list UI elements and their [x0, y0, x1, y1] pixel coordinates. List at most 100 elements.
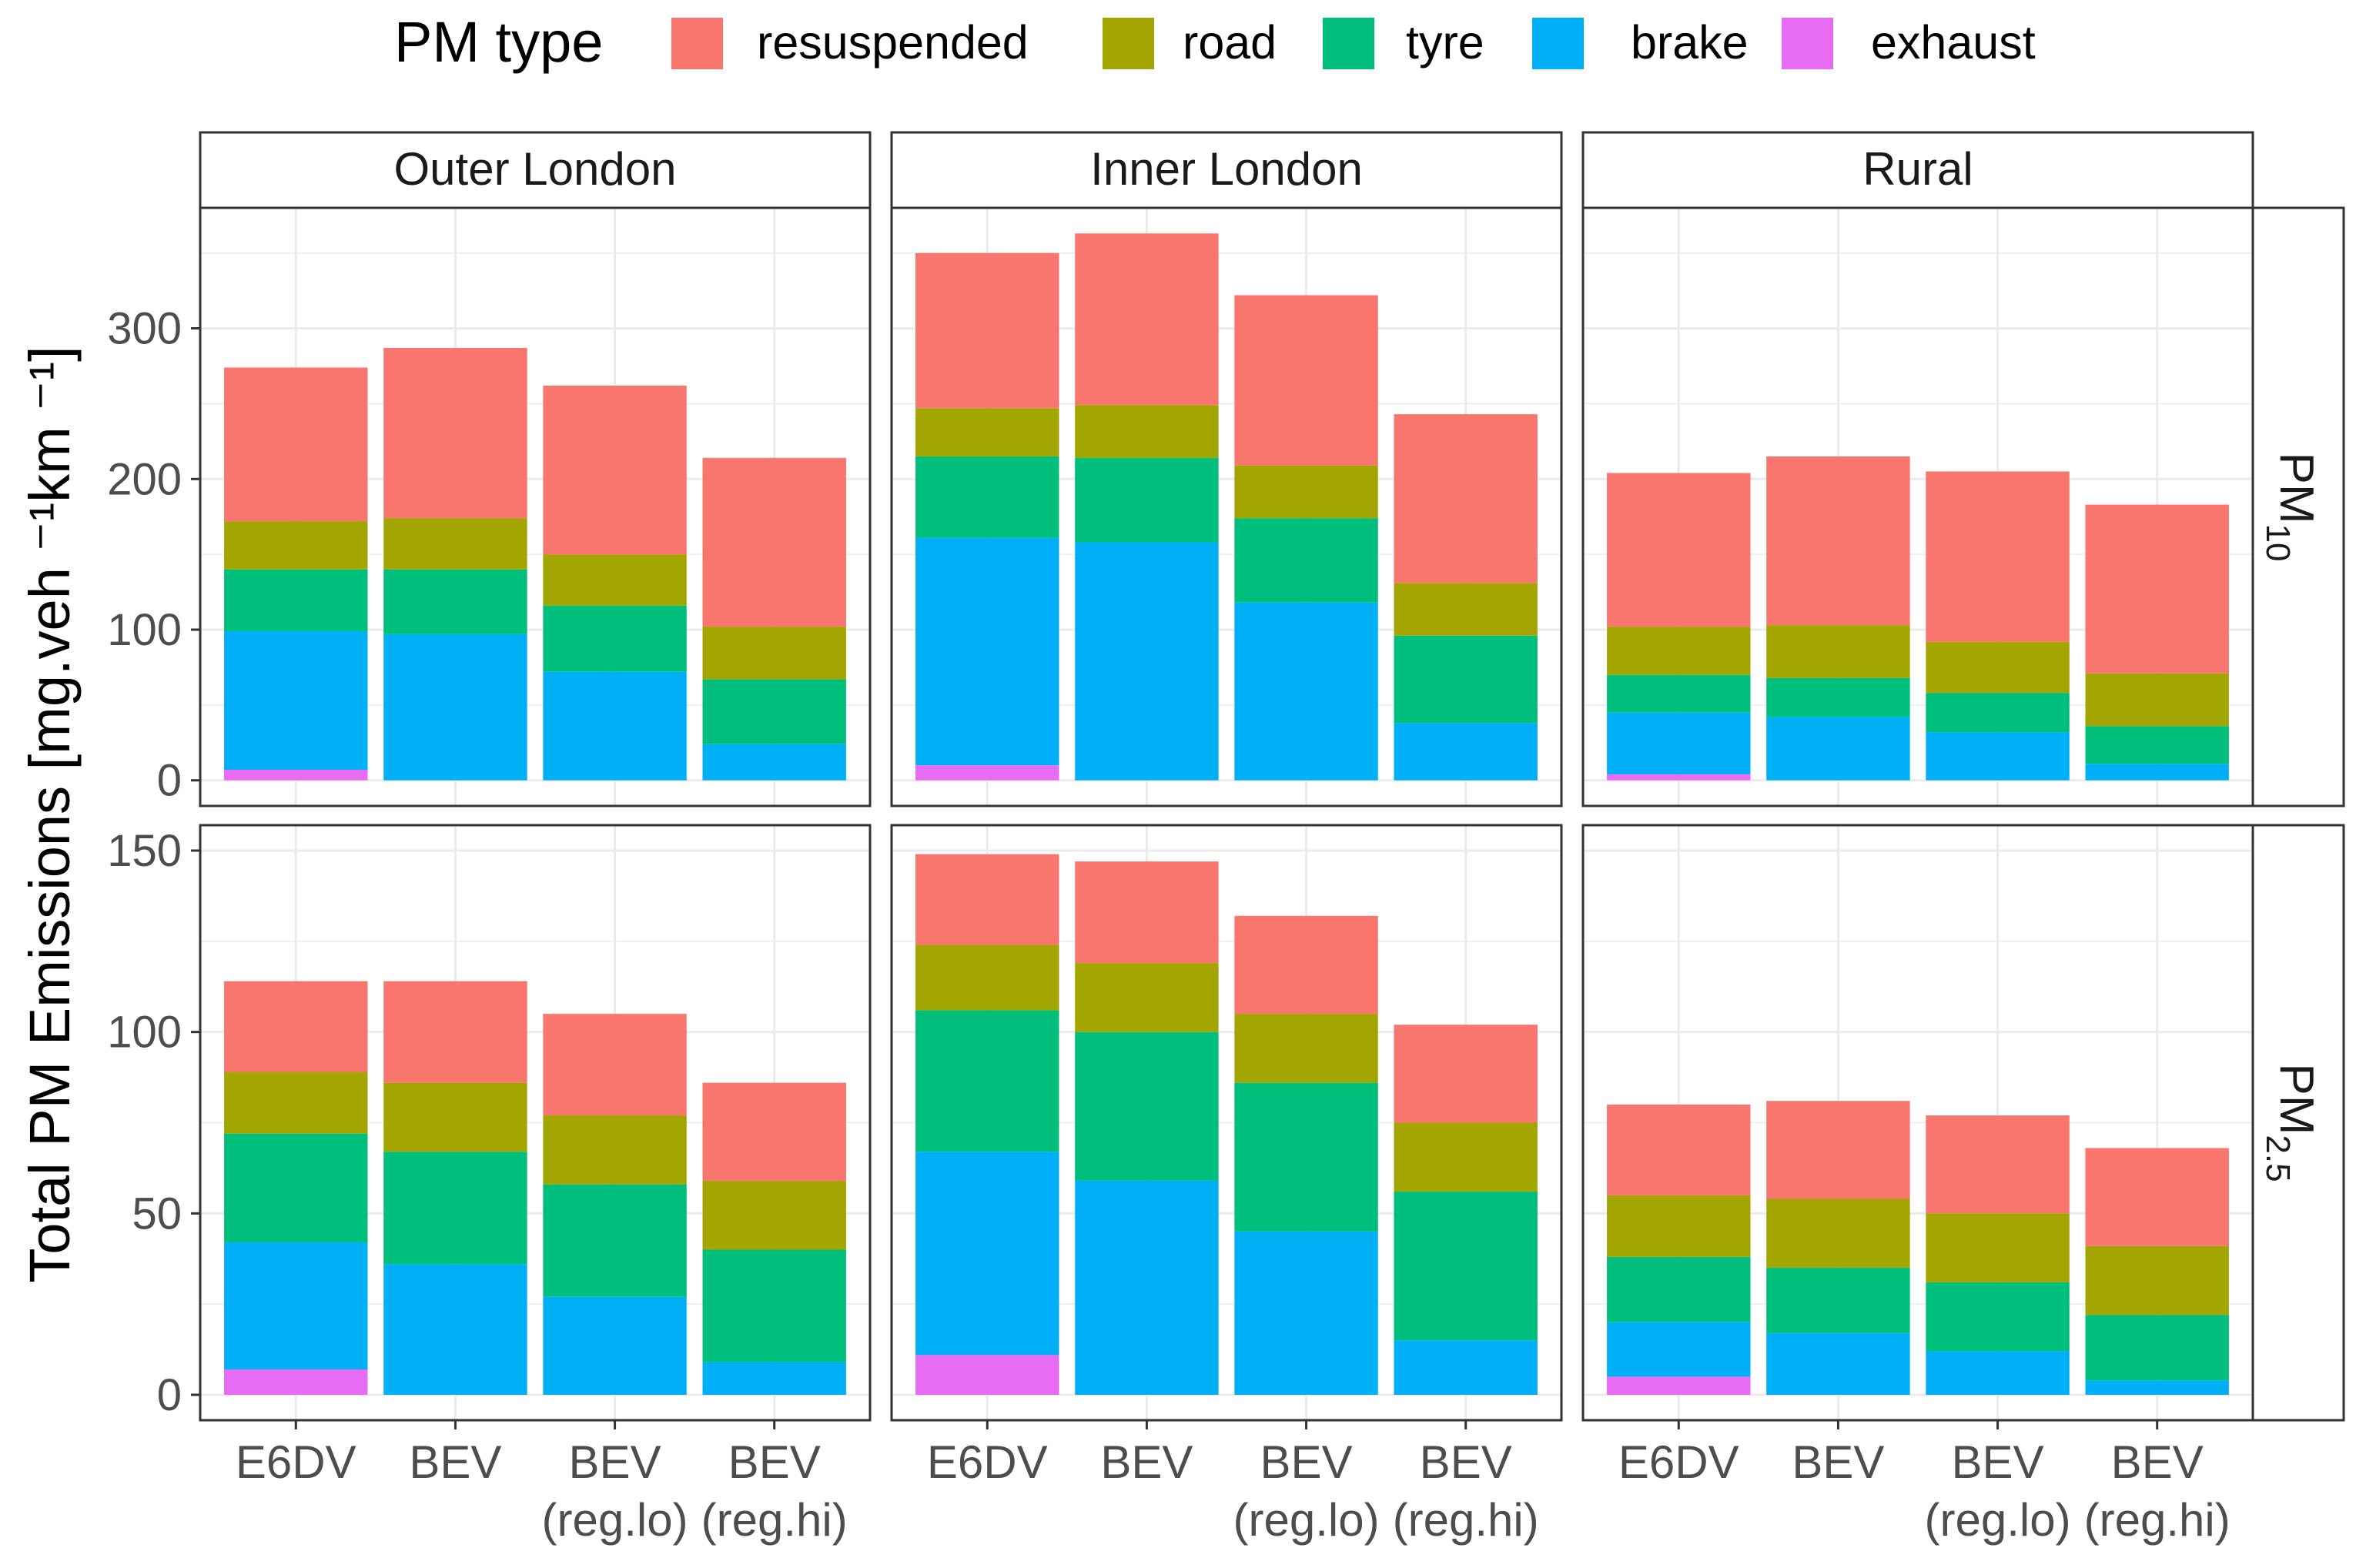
- panel-rural-row-1: E6DV BEV BEV (reg.lo) BEV (reg.hi): [1581, 824, 2254, 1546]
- panel-border: [890, 206, 1563, 807]
- x-tick-label: BEV: [1792, 1436, 1884, 1488]
- bar-stack: [1607, 1104, 1751, 1396]
- x-tick-label: BEV: [1420, 1436, 1512, 1488]
- bar-segment-tyre: [915, 456, 1059, 538]
- bar-segment-brake: [1766, 717, 1910, 781]
- bar-segment-exhaust: [1607, 1376, 1751, 1396]
- bar-segment-road: [915, 944, 1059, 1011]
- panel-border: [890, 824, 1563, 1422]
- bar-segment-road: [1766, 625, 1910, 678]
- bar-segment-road: [1926, 1213, 2070, 1282]
- legend-swatch-exhaust: [1782, 18, 1833, 69]
- bar-segment-brake: [383, 634, 527, 781]
- row-strip-label-subscript: 2.5: [2259, 1135, 2297, 1182]
- bar-segment-road: [702, 1180, 846, 1250]
- panel-border: [199, 206, 872, 807]
- legend-label-exhaust: exhaust: [1871, 16, 2036, 69]
- facet-strip-label: Rural: [1862, 143, 1973, 195]
- bar-stack: [224, 367, 368, 781]
- x-tick-label: BEV: [728, 1436, 821, 1488]
- x-tick-label: BEV: [2111, 1436, 2204, 1488]
- bar-segment-tyre: [1394, 1192, 1538, 1341]
- facet-strip-label: Inner London: [1090, 143, 1363, 195]
- bar-segment-tyre: [1075, 1031, 1219, 1181]
- bar-segment-resuspended: [2085, 504, 2229, 674]
- bar-segment-resuspended: [543, 1014, 687, 1116]
- bar-segment-exhaust: [1607, 774, 1751, 781]
- bar-segment-brake: [224, 630, 368, 771]
- legend-entry-exhaust: exhaust: [1782, 16, 2036, 69]
- y-axis-title: Total PM Emissions [mg.veh ⁻¹km ⁻¹]: [18, 346, 82, 1282]
- bar-segment-road: [1394, 1122, 1538, 1192]
- bar-segment-resuspended: [224, 367, 368, 522]
- bar-segment-resuspended: [1926, 471, 2070, 642]
- bar-segment-tyre: [1607, 674, 1751, 713]
- x-tick-label-line2: (reg.lo): [542, 1494, 688, 1546]
- bar-segment-resuspended: [2085, 1148, 2229, 1246]
- x-tick-label-line2: (reg.hi): [1393, 1494, 1539, 1546]
- bar-segment-brake: [1234, 1231, 1378, 1396]
- x-tick-label: BEV: [1260, 1436, 1353, 1488]
- legend-entry-road: road: [1103, 16, 1277, 69]
- bar-segment-resuspended: [1394, 414, 1538, 583]
- bar-stack: [543, 385, 687, 781]
- bar-segment-tyre: [702, 679, 846, 744]
- x-tick-label-line2: (reg.hi): [2084, 1494, 2231, 1546]
- y-tick-label: 300: [107, 304, 182, 354]
- bar-segment-resuspended: [702, 1082, 846, 1181]
- bar-stack: [1075, 861, 1219, 1396]
- legend-label-brake: brake: [1631, 16, 1749, 69]
- panel-inner-london-row-0: [890, 206, 1563, 807]
- x-tick-label: BEV: [409, 1436, 501, 1488]
- panel-outer-london-row-1: E6DV BEV BEV (reg.lo) BEV (reg.hi): [199, 824, 872, 1546]
- bar-segment-brake: [2085, 1380, 2229, 1396]
- bar-segment-brake: [1926, 732, 2070, 781]
- bar-stack: [702, 457, 846, 781]
- bar-segment-brake: [1394, 723, 1538, 781]
- bar-stack: [2085, 504, 2229, 781]
- legend-label-resuspended: resuspended: [757, 16, 1029, 69]
- bar-segment-resuspended: [1234, 915, 1378, 1015]
- legend-swatch-brake: [1532, 18, 1584, 69]
- bar-segment-tyre: [2085, 1315, 2229, 1381]
- bar-segment-tyre: [1766, 677, 1910, 717]
- bar-segment-resuspended: [1607, 1104, 1751, 1195]
- facet-strip-box: [890, 131, 1563, 209]
- bar-segment-tyre: [1394, 635, 1538, 724]
- bar-segment-brake: [383, 1264, 527, 1396]
- x-tick-label: BEV: [569, 1436, 661, 1488]
- bar-segment-tyre: [224, 569, 368, 631]
- bar-segment-brake: [1766, 1332, 1910, 1396]
- bar-segment-brake: [915, 1152, 1059, 1356]
- x-tick-label-line2: (reg.lo): [1233, 1494, 1380, 1546]
- bar-stack: [702, 1082, 846, 1396]
- x-tick-label: E6DV: [927, 1436, 1048, 1488]
- bar-segment-resuspended: [383, 348, 527, 519]
- bar-segment-road: [1607, 1195, 1751, 1257]
- bar-segment-road: [1394, 583, 1538, 636]
- panel-border: [199, 824, 872, 1422]
- bar-segment-brake: [224, 1242, 368, 1370]
- bar-segment-road: [543, 554, 687, 606]
- bar-segment-tyre: [1075, 457, 1219, 543]
- bar-stack: [543, 1014, 687, 1396]
- bar-segment-resuspended: [1926, 1115, 2070, 1214]
- bar-stack: [915, 854, 1059, 1396]
- bar-segment-road: [1075, 405, 1219, 458]
- bar-stack: [1926, 1115, 2070, 1396]
- bar-segment-resuspended: [543, 385, 687, 555]
- bar-segment-tyre: [702, 1249, 846, 1362]
- bar-segment-tyre: [1926, 693, 2070, 733]
- x-tick-label: BEV: [1952, 1436, 2044, 1488]
- row-strip-label-subscript: 10: [2259, 524, 2297, 562]
- bar-stack: [2085, 1148, 2229, 1396]
- y-tick-label: 150: [107, 826, 182, 876]
- row-strip-label-base: PM: [2270, 1063, 2323, 1135]
- bar-segment-road: [915, 408, 1059, 456]
- panel-rural-row-0: [1581, 206, 2254, 807]
- x-tick-label: E6DV: [236, 1436, 356, 1488]
- bar-segment-brake: [702, 1362, 846, 1396]
- bar-segment-exhaust: [224, 770, 368, 781]
- bar-segment-tyre: [383, 1152, 527, 1265]
